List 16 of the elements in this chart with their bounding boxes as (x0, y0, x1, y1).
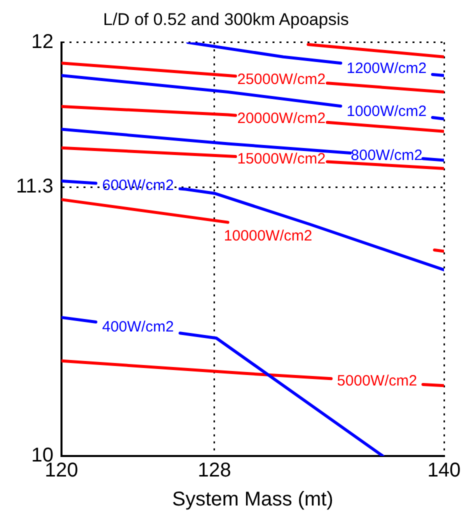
series-label: 15000W/cm2 (237, 150, 326, 168)
series-label: 1000W/cm2 (346, 102, 427, 120)
series-label: 800W/cm2 (350, 146, 422, 164)
series-label: 600W/cm2 (102, 177, 174, 194)
series-label: 400W/cm2 (102, 318, 174, 336)
series-label: 10000W/cm2 (224, 227, 312, 244)
series-label: 5000W/cm2 (337, 372, 418, 390)
x-tick-label: 128 (198, 460, 232, 482)
series-label: 20000W/cm2 (237, 110, 326, 128)
x-axis-title: System Mass (mt) (172, 488, 334, 511)
x-tick-label: 140 (427, 460, 461, 482)
y-tick-label: 11.3 (16, 176, 54, 198)
series-label: 1200W/cm2 (346, 60, 427, 77)
series-label: 25000W/cm2 (237, 70, 326, 88)
chart-title: L/D of 0.52 and 300km Apoapsis (103, 10, 349, 29)
y-tick-label: 12 (31, 30, 54, 53)
